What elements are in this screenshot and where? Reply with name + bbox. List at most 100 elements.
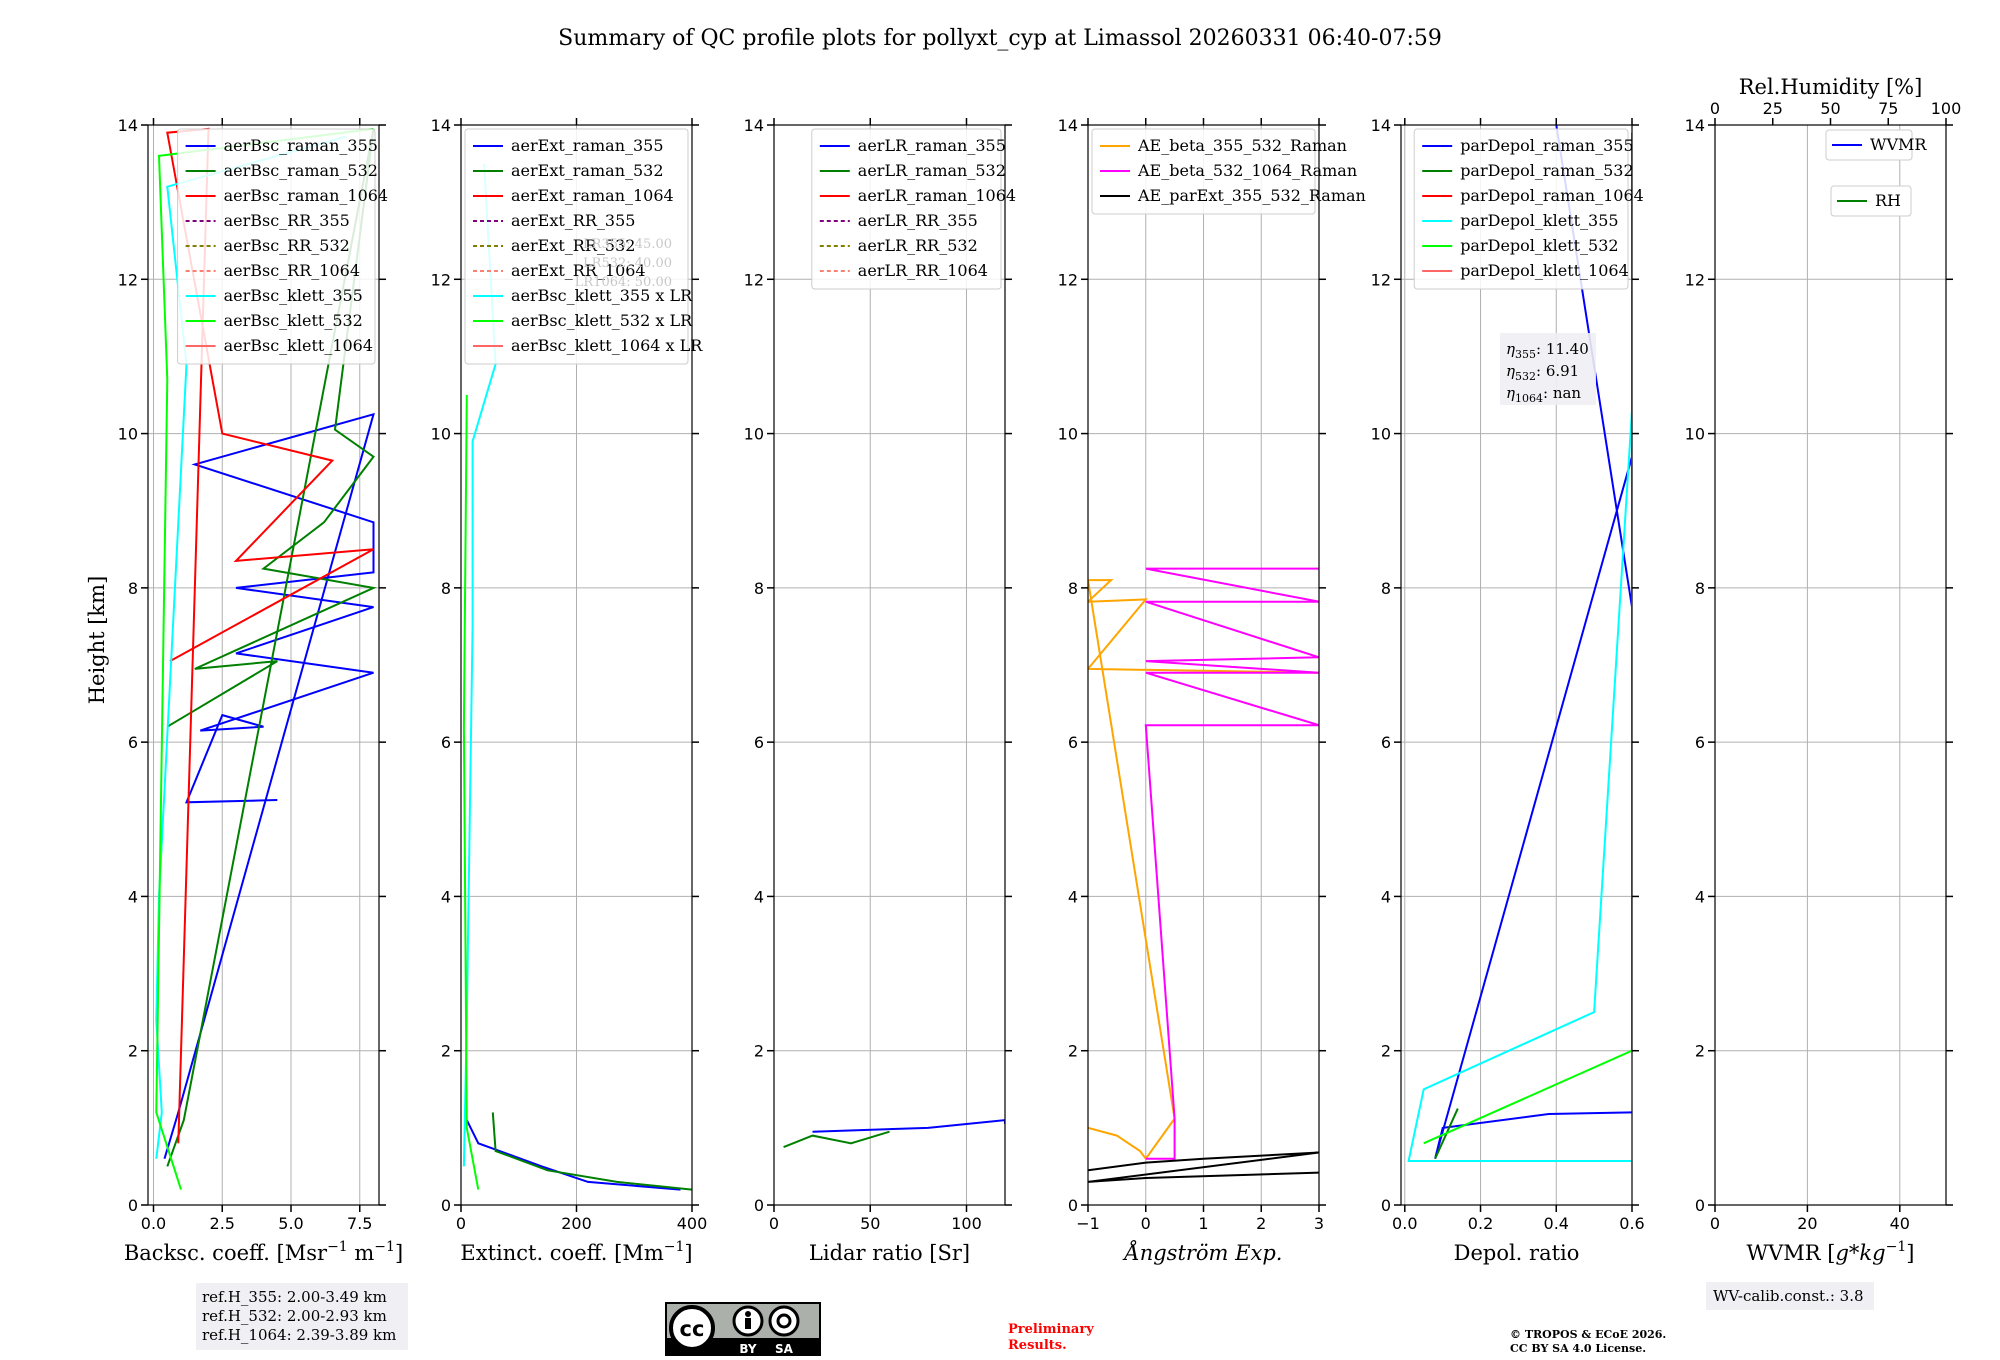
panel-bsc: 0 2 4 6 8 10 12 14 0.0 2.5 5.0 7.5 Backsc. coeff. [M… <box>118 116 404 1265</box>
share-alike-icon <box>768 1305 800 1337</box>
x-tick-label: 100 <box>951 1214 982 1233</box>
x-axis-label-part: ] <box>395 1241 403 1265</box>
legend-label: RH <box>1875 191 1901 210</box>
x-axis-label-part: Ångström Exp. <box>1122 1240 1283 1265</box>
legend-label: parDepol_raman_532 <box>1460 161 1633 180</box>
y-tick-label: 0 <box>1381 1196 1391 1215</box>
eta-text: : nan <box>1543 384 1581 402</box>
top-x-tick-label: 25 <box>1763 99 1783 118</box>
by-person-body <box>745 1318 751 1329</box>
legend-label: aerBsc_klett_355 <box>224 286 363 305</box>
y-tick-label: 4 <box>128 887 138 906</box>
top-x-tick-label: 50 <box>1820 99 1840 118</box>
y-tick-label: 2 <box>1381 1042 1391 1061</box>
legend-box <box>1091 128 1316 215</box>
legend-label: aerBsc_klett_1064 x LR <box>511 336 703 355</box>
cc-icon-text: cc <box>680 1317 705 1341</box>
y-tick-label: 14 <box>744 116 764 135</box>
wv-calib-background <box>1706 1282 1874 1310</box>
x-axis-label: Ångström Exp. <box>1122 1240 1283 1265</box>
eta-symbol: η <box>1506 384 1515 402</box>
x-tick-label: 400 <box>677 1214 708 1233</box>
legend-box <box>1413 128 1629 290</box>
eta-value: η1064: nan <box>1506 384 1581 405</box>
x-tick-label: 0.6 <box>1619 1214 1644 1233</box>
panel-lr: 0 2 4 6 8 10 12 14 0 50 100 Lidar ratio [Sr] aerLR_r… <box>744 116 1016 1265</box>
legend-label: AE_beta_532_1064_Raman <box>1137 161 1357 180</box>
x-tick-label: 2 <box>1256 1214 1266 1233</box>
y-tick-label: 2 <box>441 1042 451 1061</box>
ref-heights-box: ref.H_355: 2.00-3.49 km ref.H_532: 2.00-… <box>196 1283 408 1350</box>
legend-label: aerExt_raman_355 <box>511 136 664 155</box>
y-tick-label: 4 <box>754 887 764 906</box>
x-axis-label: Extinct. coeff. [Mm−1] <box>460 1239 692 1265</box>
x-axis-label-part: −1 <box>664 1239 685 1255</box>
legend-label: aerBsc_RR_355 <box>224 211 350 230</box>
x-axis-label-part: ] <box>1906 1241 1914 1265</box>
y-tick-label: 6 <box>1381 733 1391 752</box>
x-tick-label: 20 <box>1797 1214 1817 1233</box>
eta-text: : 11.40 <box>1536 340 1589 358</box>
legend-label: aerLR_raman_1064 <box>858 186 1016 205</box>
y-tick-label: 12 <box>744 270 764 289</box>
y-tick-label: 2 <box>128 1042 138 1061</box>
legend-box <box>464 128 689 365</box>
y-tick-label: 10 <box>431 425 451 444</box>
legend-label: aerExt_RR_355 <box>511 211 635 230</box>
x-axis-label: WVMR [g*kg−1] <box>1747 1239 1915 1265</box>
panel-data <box>1407 125 1632 1162</box>
y-tick-label: 6 <box>128 733 138 752</box>
eta-value: η355: 11.40 <box>1506 340 1589 361</box>
top-x-tick-label: 0 <box>1710 99 1720 118</box>
legend-label: aerBsc_klett_532 x LR <box>511 311 693 330</box>
legend-label: parDepol_klett_532 <box>1460 236 1618 255</box>
x-axis-label-part: Lidar ratio [Sr] <box>809 1241 970 1265</box>
x-tick-label: 2.5 <box>210 1214 235 1233</box>
lr-note: LR1064: 50.00 <box>575 275 672 290</box>
y-tick-label: 2 <box>1695 1042 1705 1061</box>
legend-label: aerBsc_RR_532 <box>224 236 350 255</box>
lr-note: LR532: 40.00 <box>583 256 672 271</box>
y-tick-label: 10 <box>118 425 138 444</box>
x-axis-label-part: ] <box>684 1241 692 1265</box>
y-tick-label: 14 <box>1685 116 1705 135</box>
y-tick-label: 12 <box>1371 270 1391 289</box>
x-axis-label-part: −1 <box>1886 1239 1907 1255</box>
panel-ext: 0 2 4 6 8 10 12 14 0 200 400 Extinct. coeff. [Mm−1]… <box>431 116 708 1265</box>
legend-label: aerBsc_klett_532 <box>224 311 363 330</box>
x-tick-label: 7.5 <box>347 1214 372 1233</box>
y-tick-label: 10 <box>1371 425 1391 444</box>
series-AE_parExt_355_532_Raman <box>1088 1151 1319 1183</box>
y-tick-label: 12 <box>431 270 451 289</box>
legend-box <box>1830 185 1912 217</box>
y-tick-label: 12 <box>1685 270 1705 289</box>
y-tick-label: 10 <box>1685 425 1705 444</box>
x-tick-label: 0 <box>1710 1214 1720 1233</box>
legend-label: aerBsc_raman_355 <box>224 136 378 155</box>
y-tick-label: 0 <box>1068 1196 1078 1215</box>
eta-subscript: 1064 <box>1515 392 1543 405</box>
y-tick-label: 0 <box>754 1196 764 1215</box>
eta-value: η532: 6.91 <box>1506 362 1579 383</box>
eta-text: : 6.91 <box>1536 362 1579 380</box>
axes-frame <box>147 124 380 1206</box>
eta-subscript: 355 <box>1515 348 1536 361</box>
legend-label: aerLR_RR_355 <box>858 211 978 230</box>
x-tick-label: 40 <box>1890 1214 1910 1233</box>
y-tick-label: 8 <box>1381 579 1391 598</box>
sa-text: SA <box>775 1342 794 1356</box>
legend-box <box>1825 129 1913 161</box>
y-tick-label: 2 <box>1068 1042 1078 1061</box>
y-tick-label: 14 <box>1058 116 1078 135</box>
legend-label: aerExt_RR_1064 <box>511 261 646 280</box>
panel-data <box>1088 567 1319 1183</box>
legend-box <box>177 128 376 365</box>
legend-label: parDepol_raman_355 <box>1460 136 1633 155</box>
legend-label: parDepol_raman_1064 <box>1460 186 1644 205</box>
wv-calib-const: WV-calib.const.: 3.8 <box>1713 1287 1864 1305</box>
y-axis-label: Height [km] <box>85 576 109 705</box>
top-x-axis-label: Rel.Humidity [%] <box>1739 75 1923 99</box>
x-tick-label: 3 <box>1314 1214 1324 1233</box>
